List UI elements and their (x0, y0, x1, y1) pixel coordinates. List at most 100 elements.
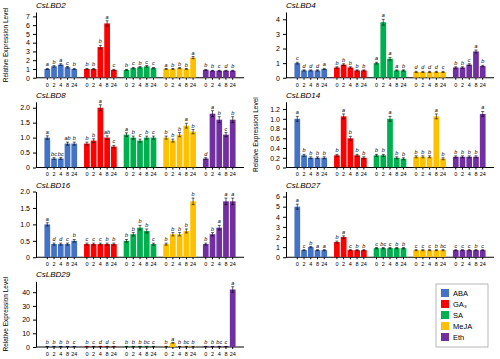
bar (440, 72, 446, 78)
legend-swatch (441, 311, 449, 319)
y-tick: 1 (276, 244, 286, 251)
error-bar (192, 130, 195, 134)
error-bar (296, 116, 299, 121)
significance-letter: b (428, 149, 431, 155)
x-tick: 24 (150, 347, 156, 357)
bar (51, 66, 57, 77)
error-bar (461, 67, 464, 68)
x-tick-label: 4 (218, 351, 221, 357)
error-bar (139, 225, 142, 230)
x-tick: 0 (454, 78, 457, 88)
significance-letter: b (185, 62, 188, 68)
bar (137, 141, 143, 168)
y-tick-mark (283, 19, 286, 20)
error-bar (415, 250, 418, 251)
x-axis-group: 024824 (85, 168, 117, 178)
x-tick: 24 (150, 168, 156, 178)
x-tick-label: 8 (316, 171, 319, 177)
y-tick: 1.2 (270, 106, 286, 113)
error-bar (342, 114, 345, 119)
significance-letter: b (165, 129, 168, 135)
bar (341, 65, 347, 78)
x-tick-label: 24 (440, 171, 446, 177)
significance-letter: a (46, 61, 49, 67)
bar (334, 155, 340, 167)
y-tick: 2.0 (20, 188, 36, 195)
x-tick-label: 0 (335, 171, 338, 177)
significance-letter: a (171, 336, 174, 342)
x-tick: 4 (468, 78, 471, 88)
x-tick: 24 (111, 257, 117, 267)
x-tick-label: 24 (361, 261, 367, 267)
x-axis-group: 024824 (125, 78, 157, 88)
y-axis: 00.51.01.52.0 (20, 188, 36, 261)
error-bar (362, 250, 365, 251)
significance-letter: c (73, 339, 76, 345)
bar (44, 224, 50, 257)
error-bar (356, 250, 359, 251)
significance-letter: c (218, 63, 221, 69)
x-tick: 8 (474, 257, 477, 267)
error-bar (375, 62, 378, 64)
y-tick-label: 0.6 (270, 135, 280, 142)
y-tick-mark (33, 192, 36, 193)
bar (104, 244, 110, 257)
chart-container: 01234567024824024824024824024824024824ab… (0, 0, 500, 359)
y-axis: 010203040 (22, 282, 36, 351)
x-tick: 8 (356, 78, 359, 88)
bar (104, 346, 110, 347)
significance-letter: c (66, 236, 69, 242)
x-tick-label: 0 (204, 351, 207, 357)
x-tick: 2 (342, 168, 345, 178)
x-tick-label: 24 (400, 261, 406, 267)
x-axis-group: 024824 (85, 78, 117, 88)
bar (394, 70, 400, 77)
y-tick: 0.4 (270, 145, 286, 152)
bar (203, 159, 209, 168)
error-bar (303, 250, 306, 251)
significance-letter: a (165, 62, 168, 68)
x-tick: 24 (71, 78, 77, 88)
x-tick: 0 (46, 347, 49, 357)
bar (65, 244, 71, 257)
significance-letter: b (125, 62, 128, 68)
error-bar (211, 346, 214, 347)
bar (177, 135, 183, 168)
x-tick: 24 (361, 168, 367, 178)
bar (380, 22, 386, 78)
y-tick: 3 (276, 31, 286, 38)
bar (321, 250, 327, 257)
y-tick-mark (283, 109, 286, 110)
x-tick-label: 0 (46, 82, 49, 88)
y-tick-mark (33, 43, 36, 44)
x-tick-label: 0 (165, 82, 168, 88)
x-tick: 0 (85, 168, 88, 178)
bar (98, 47, 104, 78)
y-tick: 40 (22, 289, 36, 296)
x-tick: 24 (190, 347, 196, 357)
x-tick-label: 2 (461, 171, 464, 177)
significance-letter: ab (64, 135, 70, 141)
x-tick: 0 (85, 257, 88, 267)
significance-letter: bc (144, 339, 150, 345)
y-tick-label: 0.5 (20, 149, 30, 156)
x-axis-group: 024824 (296, 168, 328, 178)
significance-letter: b (171, 62, 174, 68)
significance-letter: c (152, 339, 155, 345)
significance-letter: bc (216, 339, 222, 345)
x-tick: 0 (85, 78, 88, 88)
x-tick: 0 (125, 257, 128, 267)
significance-letter: b (356, 147, 359, 153)
y-tick: 0 (26, 164, 36, 171)
error-bar (132, 67, 135, 68)
x-tick-label: 2 (382, 171, 385, 177)
bar (334, 68, 340, 78)
error-bar (362, 70, 365, 71)
x-axis-group: 024824 (204, 257, 236, 267)
series (374, 116, 407, 167)
x-tick: 0 (296, 257, 299, 267)
error-bar (53, 158, 56, 160)
x-tick: 2 (421, 168, 424, 178)
significance-letter: b (474, 243, 477, 249)
error-bar (171, 139, 174, 142)
